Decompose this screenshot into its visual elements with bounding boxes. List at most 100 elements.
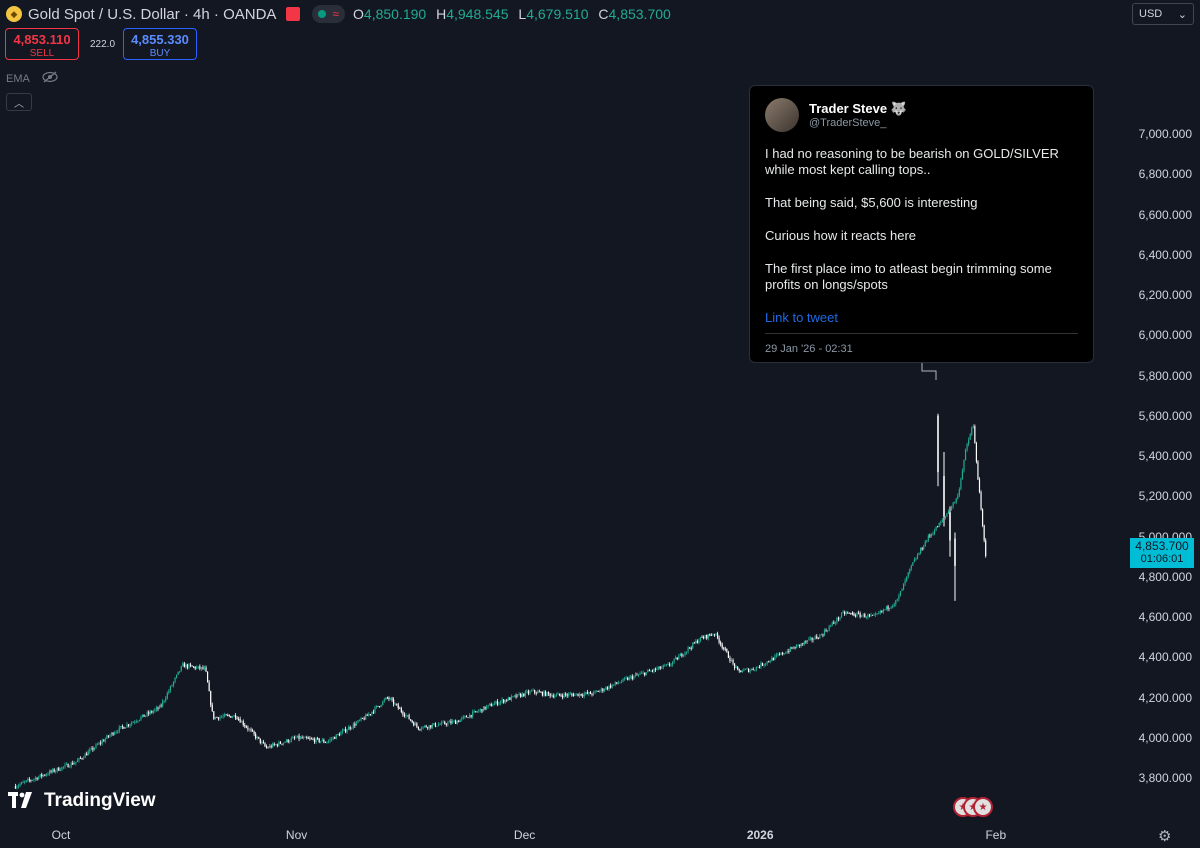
candle-body xyxy=(148,712,150,714)
candle-body xyxy=(248,729,251,731)
candle-body xyxy=(558,693,561,696)
candle-body xyxy=(675,657,677,659)
candle-body xyxy=(769,661,771,663)
candle-body xyxy=(823,630,826,636)
candle-body xyxy=(740,670,742,673)
candle-body xyxy=(120,726,122,728)
candle-body xyxy=(775,655,778,656)
candle-body xyxy=(645,672,647,676)
candle-body xyxy=(918,553,920,555)
candle-body xyxy=(724,648,726,650)
candle-body xyxy=(650,670,652,672)
candle-body xyxy=(295,737,297,739)
indicator-legend[interactable]: EMA xyxy=(6,71,58,86)
candle-body xyxy=(419,729,421,731)
candle-body xyxy=(864,614,866,618)
candle-body xyxy=(210,691,212,705)
candle-body xyxy=(789,647,791,652)
currency-select[interactable]: USD ⌄ xyxy=(1132,3,1194,25)
candle-body xyxy=(414,723,416,726)
candle-body xyxy=(549,693,551,697)
market-status[interactable]: ≈ xyxy=(312,5,346,23)
candle-body xyxy=(253,731,255,735)
candle-body xyxy=(293,737,295,739)
hidden-eye-icon[interactable] xyxy=(42,71,58,86)
candle-body xyxy=(503,699,505,703)
candle-body xyxy=(510,696,512,701)
symbol-title[interactable]: Gold Spot / U.S. Dollar · 4h · OANDA xyxy=(28,5,277,23)
candle-body xyxy=(772,657,774,661)
candle-body xyxy=(817,638,819,640)
candle-body xyxy=(115,731,117,733)
sell-label: SELL xyxy=(29,48,55,59)
buy-button[interactable]: 4,855.330 BUY xyxy=(123,28,197,60)
candle-body xyxy=(362,717,364,719)
economic-events[interactable]: ★ ★ ★ xyxy=(953,797,993,817)
candle-body xyxy=(96,744,99,746)
candle-body xyxy=(765,663,767,665)
candle-body xyxy=(625,677,627,679)
flag-icon[interactable] xyxy=(286,7,301,21)
candle-body xyxy=(881,610,883,612)
candle-body xyxy=(575,693,578,695)
candle-body xyxy=(534,689,536,693)
candle-body xyxy=(458,721,460,722)
candle-body xyxy=(861,615,863,617)
last-price: 4,853.700 xyxy=(1135,539,1189,553)
candle-body xyxy=(623,678,626,680)
candle-body xyxy=(34,777,37,779)
candle-body xyxy=(16,786,18,789)
tweet-author: Trader Steve 🐺 xyxy=(809,101,907,117)
candle-body xyxy=(250,729,252,731)
avatar[interactable] xyxy=(765,98,799,132)
candle-body xyxy=(816,636,818,639)
spread-value: 222.0 xyxy=(90,39,116,50)
candle-body xyxy=(678,656,680,660)
candle-body xyxy=(199,666,201,669)
wolf-emoji-icon: 🐺 xyxy=(890,101,907,116)
candle-body xyxy=(865,617,867,619)
candle-body xyxy=(960,478,962,490)
us-event-icon[interactable]: ★ xyxy=(973,797,993,817)
candle-body xyxy=(200,667,202,669)
candle-body xyxy=(785,653,787,654)
candle-body xyxy=(961,470,964,479)
candle-body xyxy=(658,666,660,669)
collapse-legend-button[interactable]: ︿ xyxy=(6,93,32,111)
candle-body xyxy=(681,653,683,657)
candle-body xyxy=(220,716,223,718)
candle-body xyxy=(848,612,850,614)
price-tick-label: 6,400.000 xyxy=(1138,247,1192,262)
time-tick-label: 2026 xyxy=(746,828,774,842)
candle-body xyxy=(145,715,147,717)
gear-icon[interactable]: ⚙ xyxy=(1158,828,1172,845)
sell-button[interactable]: 4,853.110 SELL xyxy=(5,28,79,60)
candle-body xyxy=(425,725,427,728)
candle-body xyxy=(278,741,280,746)
candle-body xyxy=(31,780,34,781)
candle-body xyxy=(501,699,503,702)
candle-body xyxy=(930,534,933,536)
candle-body xyxy=(166,693,168,699)
candle-body xyxy=(862,614,864,616)
candle-body xyxy=(524,691,526,696)
tradingview-logo[interactable]: TradingView xyxy=(8,790,156,812)
candle-body xyxy=(383,699,385,702)
candle-body xyxy=(819,634,821,639)
candle-body xyxy=(791,647,793,649)
candle-body xyxy=(870,614,872,616)
buy-price: 4,855.330 xyxy=(131,32,189,47)
candle-body xyxy=(518,694,520,695)
candle-body xyxy=(354,723,356,726)
candle-body xyxy=(878,613,880,614)
candle-body xyxy=(689,647,691,649)
candle-body xyxy=(627,677,629,680)
candle-body xyxy=(348,727,350,730)
candle-body xyxy=(597,691,599,693)
candle-body xyxy=(236,717,238,719)
candle-body xyxy=(335,734,337,739)
candle-body xyxy=(44,774,46,776)
tweet-link[interactable]: Link to tweet xyxy=(765,310,838,325)
tweet-line: The first place imo to atleast begin tri… xyxy=(765,261,1052,292)
